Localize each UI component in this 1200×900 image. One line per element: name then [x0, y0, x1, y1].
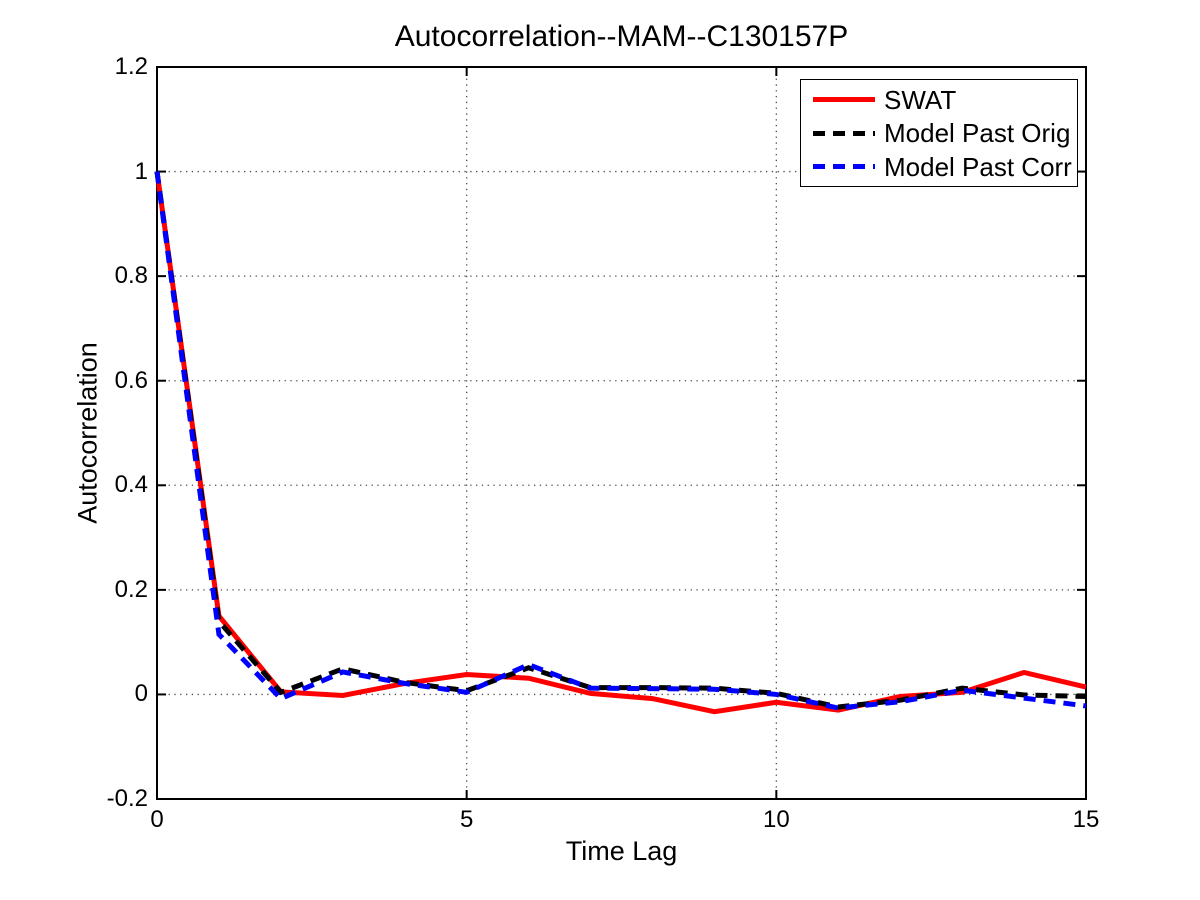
x-tick-label: 15 [1072, 806, 1100, 833]
y-tick-label: -0.2 [106, 785, 148, 812]
y-tick-label: 0.4 [114, 471, 148, 499]
x-tick-label: 0 [150, 806, 164, 833]
legend-item-model-past-orig: Model Past Orig [813, 117, 1077, 149]
legend: SWAT Model Past Orig Model Past Corr [800, 79, 1078, 187]
y-tick-label: 0.2 [114, 575, 148, 603]
y-tick-label: 0.6 [114, 366, 148, 394]
legend-item-model-past-corr: Model Past Corr [813, 151, 1077, 183]
x-tick-label: 5 [459, 806, 474, 833]
series-line-model-past-corr [154, 171, 1087, 711]
swat-line-sample-icon [813, 97, 875, 102]
series-line-swat [154, 171, 1087, 715]
y-tick-label: 0 [134, 680, 148, 708]
legend-label-swat: SWAT [884, 84, 957, 115]
x-tick-label: 10 [762, 806, 790, 833]
y-tick-label: 1 [134, 157, 148, 185]
legend-label-model-past-orig: Model Past Orig [884, 118, 1071, 148]
y-tick-label: 1.2 [114, 53, 148, 80]
model-past-corr-line-sample-icon [813, 164, 875, 169]
y-tick-label: 0.8 [114, 262, 148, 290]
axes-box [156, 66, 1087, 800]
legend-item-swat: SWAT [813, 84, 1077, 116]
chart-title: Autocorrelation--MAM--C130157P [394, 20, 849, 53]
series-line-model-past-orig [154, 171, 1087, 710]
model-past-orig-line-sample-icon [813, 130, 875, 136]
x-axis-label: Time Lag [565, 836, 678, 866]
legend-label-model-past-corr: Model Past Corr [884, 151, 1072, 182]
